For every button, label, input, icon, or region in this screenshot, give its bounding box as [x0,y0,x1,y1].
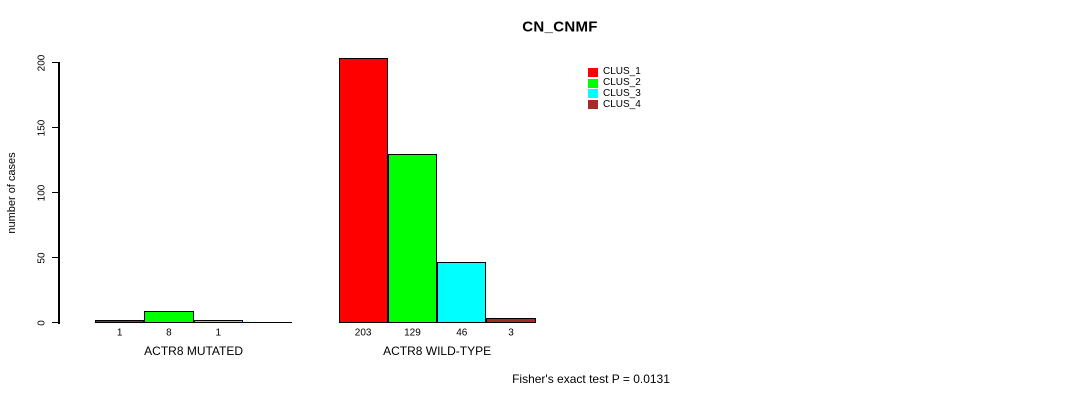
bar-value-label: 3 [508,327,514,338]
group-label: ACTR8 WILD-TYPE [383,344,492,358]
bar-value-label: 1 [215,327,222,338]
legend-item: CLUS_4 [588,99,641,110]
bar-clus_3 [437,261,487,324]
bar-clus_3 [193,320,243,324]
legend-swatch-clus_4 [588,100,598,110]
bar-clus_2 [144,311,194,324]
legend-label: CLUS_2 [603,77,641,89]
y-axis-label: number of cases [6,152,18,234]
y-axis-tick [52,321,59,324]
bar-clus_4-zero [242,322,293,323]
y-axis-tick-label: 150 [36,119,48,136]
y-axis-tick [52,191,59,194]
chart-title: CN_CNMF [522,18,598,36]
y-axis-tick-label: 0 [36,319,48,326]
fisher-test-note: Fisher's exact test P = 0.0131 [512,372,670,386]
group-label: ACTR8 MUTATED [144,344,244,358]
y-axis-tick-label: 200 [36,54,48,71]
legend-swatch-clus_2 [588,78,598,88]
legend-swatch-clus_3 [588,89,598,99]
legend-item: CLUS_1 [588,67,641,78]
bar-value-label: 203 [354,327,372,338]
y-axis-tick [52,61,59,64]
bar-value-label: 46 [456,327,468,338]
legend-label: CLUS_3 [603,87,641,99]
bar-clus_1 [95,320,145,324]
legend-label: CLUS_1 [603,66,641,78]
legend-label: CLUS_4 [603,98,641,110]
bar-value-label: 8 [166,327,172,338]
bar-value-label: 1 [116,327,123,338]
legend: CLUS_1 CLUS_2 CLUS_3 CLUS_4 [588,67,641,110]
legend-item: CLUS_2 [588,78,641,89]
y-axis-tick [52,126,59,129]
bar-clus_4 [486,317,536,324]
bar-value-label: 129 [404,327,421,338]
bar-clus_2 [387,153,438,324]
legend-item: CLUS_3 [588,87,641,100]
bar-clus_1 [338,57,388,324]
y-axis-tick-label: 100 [36,184,48,201]
y-axis-tick-label: 50 [36,251,48,264]
legend-swatch-clus_1 [588,67,598,77]
y-axis-tick [52,256,59,259]
